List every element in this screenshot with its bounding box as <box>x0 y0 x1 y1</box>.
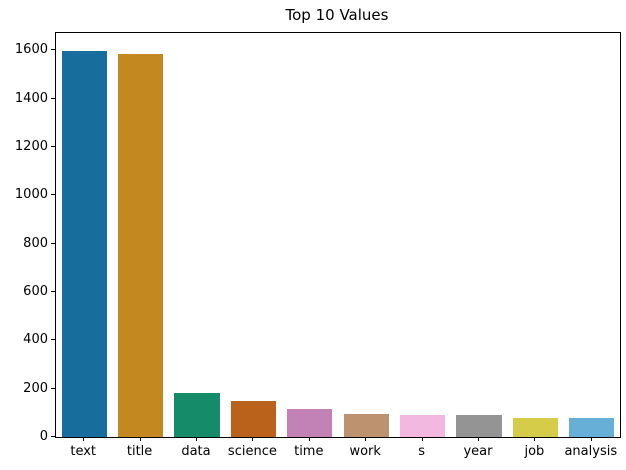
x-tick-label: work <box>349 444 381 459</box>
x-tick-mark <box>196 437 197 441</box>
bar-time <box>287 409 333 437</box>
x-tick-mark <box>83 437 85 441</box>
y-tick-label: 800 <box>23 235 48 251</box>
y-tick-label: 1000 <box>14 187 48 203</box>
bar-science <box>230 401 276 437</box>
y-tick-mark <box>51 49 55 51</box>
x-tick-label: data <box>181 444 211 459</box>
x-tick-mark <box>365 437 367 441</box>
bar-data <box>174 393 220 437</box>
y-tick-mark <box>51 97 55 99</box>
plot-area <box>55 32 621 438</box>
y-tick-label: 200 <box>23 380 48 396</box>
bar-year <box>456 414 502 437</box>
x-tick-label: analysis <box>564 444 618 459</box>
x-tick-label: science <box>227 444 277 459</box>
x-tick-label: year <box>463 444 493 459</box>
x-tick-mark <box>534 437 536 441</box>
x-tick-mark <box>308 437 310 441</box>
y-tick-mark <box>51 242 55 244</box>
x-tick-mark <box>421 437 423 441</box>
x-tick-label: title <box>126 444 153 459</box>
y-tick-label: 0 <box>39 429 48 444</box>
x-tick-mark <box>252 437 254 441</box>
x-tick-label: time <box>294 444 324 459</box>
x-tick-mark <box>478 437 479 441</box>
y-tick-mark <box>51 291 55 293</box>
bar-title <box>118 53 164 437</box>
y-tick-mark <box>51 387 55 389</box>
y-tick-label: 1200 <box>14 139 48 155</box>
bar-work <box>343 413 389 437</box>
y-tick-mark <box>51 146 55 148</box>
x-tick-mark <box>139 437 141 441</box>
bar-analysis <box>569 418 615 437</box>
x-tick-label: s <box>418 444 425 459</box>
x-tick-label: text <box>70 444 97 459</box>
y-tick-label: 400 <box>23 332 48 348</box>
chart-title: Top 10 Values <box>285 6 389 24</box>
bar-job <box>512 418 558 437</box>
y-tick-mark <box>51 194 55 196</box>
bar-text <box>61 51 107 437</box>
y-tick-label: 1600 <box>14 42 48 58</box>
x-tick-label: job <box>524 444 545 459</box>
y-tick-label: 600 <box>23 284 48 300</box>
y-tick-mark <box>51 436 55 437</box>
y-tick-label: 1400 <box>14 90 48 106</box>
bar-s <box>400 414 446 437</box>
x-tick-mark <box>590 437 592 441</box>
y-tick-mark <box>51 339 55 341</box>
